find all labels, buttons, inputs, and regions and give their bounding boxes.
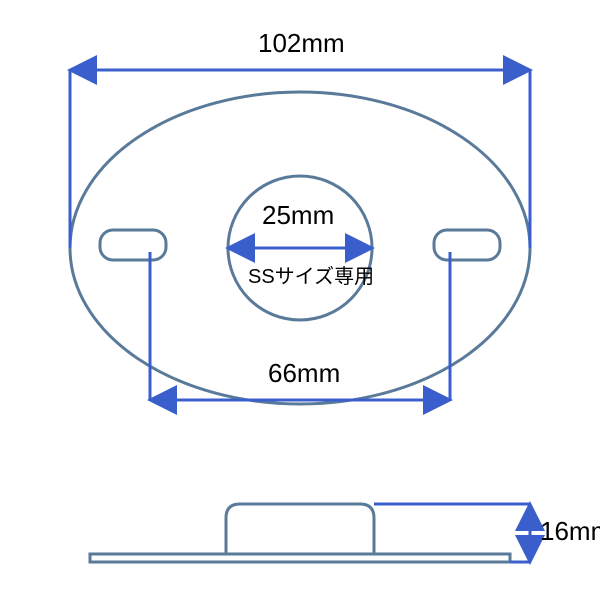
- mounting-slot-right: [434, 230, 500, 260]
- base-plate: [90, 554, 510, 562]
- label-25: 25mm: [262, 200, 334, 231]
- label-66: 66mm: [268, 358, 340, 389]
- label-102: 102mm: [258, 28, 345, 59]
- label-16: 16mm: [540, 516, 600, 547]
- technical-drawing: [0, 0, 600, 600]
- boss-outline: [226, 504, 374, 554]
- label-subtitle: SSサイズ専用: [248, 260, 374, 289]
- mounting-slot-left: [100, 230, 166, 260]
